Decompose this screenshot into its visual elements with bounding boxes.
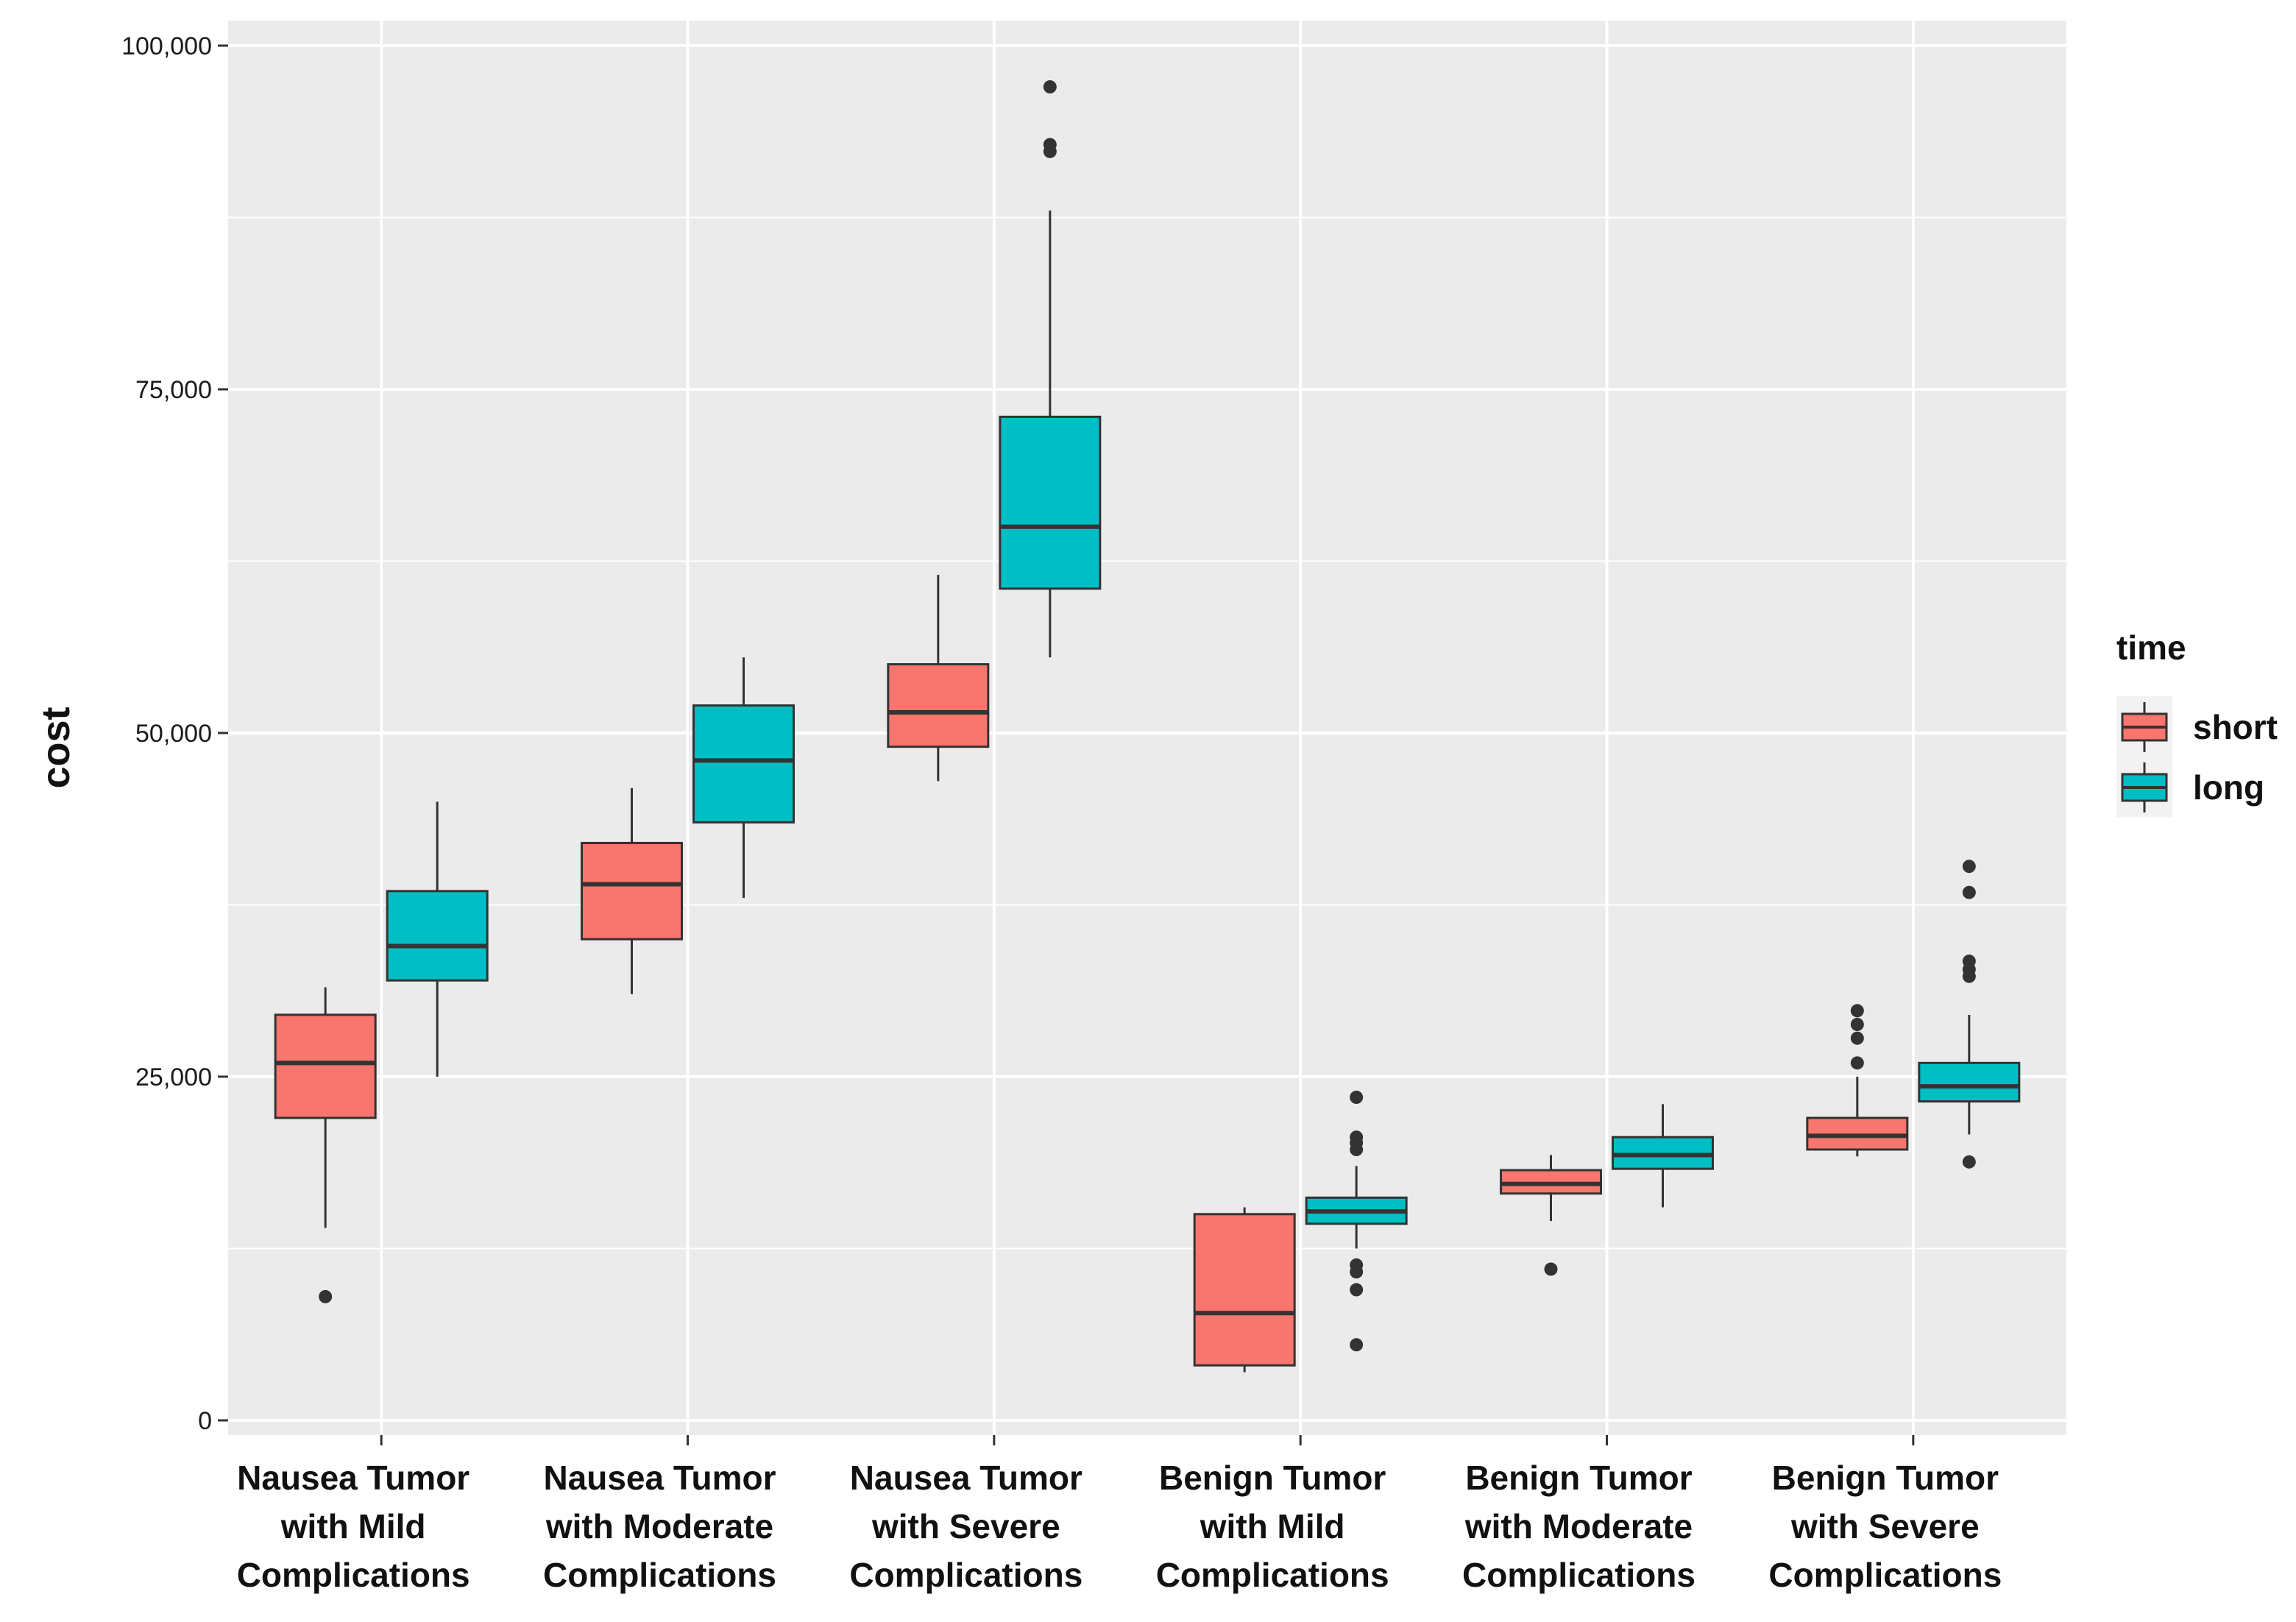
- x-category-label-line: Benign Tumor: [1159, 1459, 1386, 1497]
- outlier-point: [1350, 1258, 1364, 1272]
- x-category-label-line: with Moderate: [1464, 1507, 1693, 1545]
- legend: time short long: [2116, 628, 2278, 817]
- x-category-label-line: with Severe: [871, 1507, 1060, 1545]
- outlier-point: [1043, 138, 1057, 152]
- iqr-box: [274, 1013, 377, 1119]
- box-long: [999, 80, 1102, 658]
- outlier-point: [1850, 1018, 1864, 1032]
- major-gridlines: [228, 21, 2066, 1435]
- x-category-label-line: Benign Tumor: [1772, 1459, 1999, 1497]
- y-axis-title: cost: [34, 706, 78, 788]
- iqr-box: [887, 663, 990, 748]
- outlier-point: [319, 1289, 333, 1303]
- y-tick-label: 25,000: [135, 1063, 212, 1091]
- x-category-label-line: with Mild: [280, 1507, 426, 1545]
- outlier-point: [1350, 1283, 1364, 1297]
- x-category-label-line: with Moderate: [545, 1507, 773, 1545]
- x-category-label: Benign Tumor with Severe Complications: [1768, 1459, 2002, 1594]
- iqr-box: [1918, 1061, 2021, 1103]
- outlier-point: [1962, 1155, 1976, 1169]
- x-category-label-line: Nausea Tumor: [543, 1459, 776, 1497]
- box-long: [386, 801, 489, 1077]
- x-category-label-line: Nausea Tumor: [237, 1459, 470, 1497]
- outlier-point: [1850, 1031, 1864, 1045]
- x-category-label-line: with Severe: [1790, 1507, 1980, 1545]
- x-category-label: Nausea Tumor with Mild Complications: [237, 1459, 470, 1594]
- x-category-label-line: Complications: [543, 1556, 776, 1594]
- legend-label-long: long: [2193, 768, 2264, 807]
- x-category-label: Benign Tumor with Moderate Complications: [1462, 1459, 1696, 1594]
- outlier-point: [1350, 1338, 1364, 1352]
- x-category-label-line: with Mild: [1200, 1507, 1345, 1545]
- x-category-label-line: Benign Tumor: [1465, 1459, 1692, 1497]
- boxes: [274, 80, 2021, 1373]
- x-category-label: Nausea Tumor with Moderate Complications: [543, 1459, 776, 1594]
- minor-gridlines: [228, 216, 2066, 1250]
- y-axis: 0 25,000 50,000 75,000 100,000: [121, 32, 228, 1435]
- iqr-box: [581, 841, 683, 941]
- y-tick-label: 0: [198, 1407, 212, 1435]
- outlier-point: [1850, 1056, 1864, 1070]
- outlier-point: [1850, 1004, 1864, 1018]
- outlier-point: [1544, 1262, 1558, 1276]
- x-category-label-line: Complications: [1156, 1556, 1389, 1594]
- panel-background: [228, 21, 2066, 1435]
- x-category-label-line: Complications: [1768, 1556, 2002, 1594]
- y-tick-label: 75,000: [135, 376, 212, 404]
- iqr-box: [1193, 1213, 1296, 1367]
- x-category-label: Benign Tumor with Mild Complications: [1156, 1459, 1389, 1594]
- legend-entries: short long: [2121, 702, 2278, 812]
- outlier-point: [1962, 860, 1976, 874]
- outlier-point: [1350, 1091, 1364, 1105]
- x-axis: Nausea Tumor with Mild ComplicationsNausea…: [237, 1435, 2002, 1594]
- box-short: [274, 987, 377, 1303]
- x-category-label-line: Complications: [849, 1556, 1083, 1594]
- outlier-point: [1043, 80, 1057, 94]
- x-category-label-line: Complications: [1462, 1556, 1696, 1594]
- iqr-box: [692, 704, 795, 824]
- y-tick-label: 100,000: [121, 32, 212, 60]
- outlier-point: [1350, 1130, 1364, 1144]
- legend-label-short: short: [2193, 708, 2278, 746]
- box-long: [692, 657, 795, 899]
- iqr-box: [999, 415, 1102, 590]
- outlier-point: [1962, 885, 1976, 899]
- iqr-box: [386, 890, 489, 982]
- y-tick-label: 50,000: [135, 720, 212, 748]
- box-long: [1612, 1104, 1714, 1208]
- outlier-point: [1962, 955, 1976, 968]
- box-short: [1806, 1004, 1909, 1157]
- box-short: [1193, 1207, 1296, 1373]
- box-long: [1918, 860, 2021, 1169]
- box-short: [1500, 1155, 1602, 1276]
- x-category-label: Nausea Tumor with Severe Complications: [849, 1459, 1083, 1594]
- legend-title: time: [2116, 628, 2186, 667]
- x-category-label-line: Nausea Tumor: [850, 1459, 1083, 1497]
- box-short: [581, 787, 683, 994]
- box-long: [1305, 1091, 1408, 1352]
- box-short: [887, 575, 990, 782]
- x-category-label-line: Complications: [237, 1556, 470, 1594]
